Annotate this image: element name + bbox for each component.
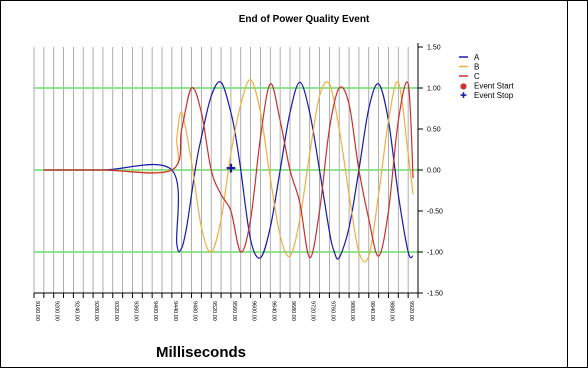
series-a-line: [43, 81, 414, 260]
grid: [33, 47, 419, 293]
x-tick-label: 9400.00: [152, 301, 158, 321]
y-tick-label: 0.00: [427, 168, 441, 175]
y-tick-label: -1.50: [427, 291, 443, 298]
x-tick-label: 9160.00: [34, 301, 40, 321]
legend-marker-event-stop: ✚: [460, 91, 467, 100]
x-axis-label: Milliseconds: [156, 344, 246, 361]
x-tick-label: 9320.00: [113, 301, 119, 321]
x-tick-label: 9680.00: [290, 301, 296, 321]
x-tick-label: 9920.00: [408, 301, 414, 321]
x-tick-label: 9200.00: [54, 301, 60, 321]
x-tick-label: 9280.00: [93, 301, 99, 321]
x-tick-label: 9760.00: [329, 301, 335, 321]
frame-divider: [567, 1, 568, 367]
x-tick-label: 9480.00: [192, 301, 198, 321]
y-tick-label: 1.50: [427, 45, 441, 52]
series-c-line: [43, 81, 414, 259]
legend-label-a: A: [474, 53, 480, 62]
x-tick-label: 9360.00: [132, 301, 138, 321]
series-event-stop-marker: ✚: [226, 161, 236, 175]
x-tick-label: 9840.00: [369, 301, 375, 321]
legend-label-b: B: [474, 63, 479, 72]
legend-label-event-start: Event Start: [474, 82, 514, 91]
x-tick-label: 9880.00: [388, 301, 394, 321]
x-tick-label: 9520.00: [211, 301, 217, 321]
axes: 1.50 1.00 0.50 0.00 -0.50 -1.00 -1.50 9160.00 92…: [33, 43, 443, 321]
x-tick-label: 9560.00: [231, 301, 237, 321]
y-tick-label: 1.00: [427, 86, 441, 93]
x-tick-label: 9600.00: [251, 301, 257, 321]
chart-title: End of Power Quality Event: [239, 14, 370, 25]
legend-marker-event-start: ●: [460, 82, 467, 91]
x-tick-label: 9440.00: [172, 301, 178, 321]
y-tick-label: -1.00: [427, 250, 443, 257]
x-tick-label: 9720.00: [310, 301, 316, 321]
legend-label-c: C: [474, 72, 480, 81]
series-layer: ✚: [43, 79, 414, 263]
legend: ABC ● Event Start ✚ Event Stop: [459, 53, 514, 100]
y-tick-label: 0.50: [427, 127, 441, 134]
x-tick-label: 9800.00: [349, 301, 355, 321]
x-tick-label: 9240.00: [73, 301, 79, 321]
y-tick-label: -0.50: [427, 209, 443, 216]
x-tick-label: 9640.00: [270, 301, 276, 321]
legend-label-event-stop: Event Stop: [474, 91, 514, 100]
